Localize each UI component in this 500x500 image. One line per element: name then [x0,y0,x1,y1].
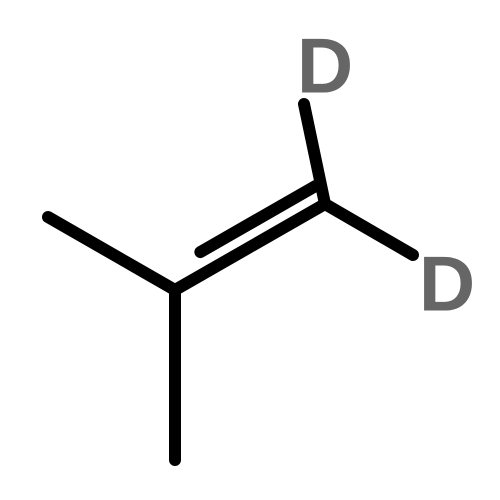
atom-label-D1: D [297,22,353,110]
bond-line [48,217,175,290]
bond-line [325,204,413,255]
atom-label-D2: D [419,240,475,328]
bonds-layer [48,104,413,460]
molecule-diagram: DD [0,0,500,500]
